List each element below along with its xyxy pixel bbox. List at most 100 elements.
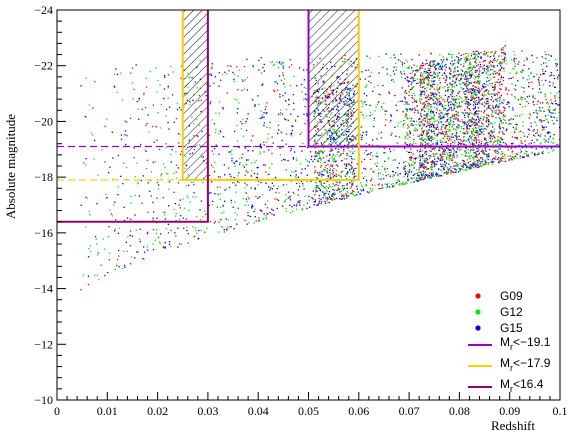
- data-point: [272, 209, 274, 211]
- data-point: [142, 258, 144, 260]
- data-point: [553, 109, 555, 111]
- data-point: [495, 93, 497, 95]
- data-point: [257, 184, 259, 186]
- data-point: [360, 189, 362, 191]
- data-point: [486, 68, 488, 70]
- data-point: [438, 116, 440, 118]
- data-point: [474, 61, 476, 64]
- data-point: [498, 160, 500, 162]
- data-point: [447, 124, 449, 127]
- data-point: [244, 147, 246, 149]
- data-point: [431, 86, 434, 88]
- data-point: [154, 239, 156, 241]
- data-point: [129, 234, 131, 237]
- data-point: [337, 148, 339, 150]
- data-point: [113, 204, 115, 206]
- data-point: [469, 164, 471, 166]
- data-point: [508, 89, 510, 91]
- data-point: [433, 63, 435, 65]
- data-point: [233, 161, 235, 164]
- data-point: [450, 170, 452, 172]
- data-point: [554, 100, 556, 102]
- data-point: [504, 158, 506, 160]
- data-point: [441, 155, 443, 157]
- data-point: [422, 174, 424, 176]
- data-point: [313, 204, 315, 206]
- data-point: [124, 134, 126, 136]
- data-point: [474, 55, 476, 57]
- data-point: [484, 163, 486, 166]
- data-point: [486, 97, 489, 100]
- data-point: [500, 75, 502, 77]
- data-point: [435, 143, 437, 146]
- data-point: [477, 121, 480, 123]
- data-point: [402, 126, 404, 128]
- data-point: [509, 119, 511, 121]
- data-point: [319, 156, 321, 158]
- data-point: [292, 94, 294, 96]
- data-point: [240, 121, 242, 123]
- data-point: [440, 175, 443, 177]
- data-point: [345, 193, 347, 195]
- data-point: [152, 220, 154, 222]
- data-point: [546, 119, 548, 121]
- data-point: [500, 88, 502, 90]
- data-point: [422, 77, 424, 79]
- data-point: [219, 193, 222, 195]
- data-point: [426, 105, 428, 108]
- data-point: [309, 206, 311, 208]
- data-point: [473, 143, 475, 146]
- data-point: [426, 159, 429, 161]
- data-point: [452, 103, 454, 105]
- data-point: [303, 188, 305, 190]
- data-point: [474, 53, 476, 55]
- data-point: [159, 242, 161, 244]
- data-point: [315, 182, 317, 184]
- data-point: [466, 128, 468, 130]
- data-point: [505, 63, 507, 65]
- data-point: [521, 97, 524, 99]
- data-point: [417, 110, 420, 112]
- data-point: [149, 70, 151, 73]
- data-point: [491, 116, 493, 118]
- data-point: [245, 120, 247, 123]
- data-point: [460, 75, 462, 77]
- data-point: [493, 111, 496, 113]
- data-point: [380, 106, 383, 108]
- data-point: [224, 174, 226, 176]
- data-point: [427, 95, 430, 97]
- data-point: [460, 139, 462, 142]
- data-point: [376, 152, 378, 154]
- data-point: [468, 83, 470, 85]
- data-point: [295, 176, 297, 178]
- data-point: [331, 193, 333, 196]
- data-point: [420, 144, 422, 146]
- data-point: [352, 191, 354, 193]
- data-point: [500, 76, 503, 79]
- data-point: [498, 55, 500, 57]
- data-point: [472, 159, 475, 161]
- data-point: [426, 72, 429, 74]
- data-point: [475, 94, 477, 96]
- data-point: [422, 123, 424, 125]
- data-point: [492, 135, 495, 137]
- data-point: [466, 155, 468, 157]
- data-point: [479, 81, 481, 84]
- data-point: [254, 187, 256, 189]
- data-point: [483, 87, 485, 89]
- data-point: [452, 63, 454, 65]
- data-point: [471, 121, 473, 123]
- data-point: [363, 158, 366, 161]
- data-point: [341, 170, 343, 173]
- data-point: [503, 141, 505, 144]
- data-point: [421, 91, 423, 93]
- data-point: [544, 57, 546, 60]
- data-point: [407, 162, 410, 164]
- data-point: [437, 126, 439, 128]
- data-point: [457, 165, 459, 168]
- data-point: [193, 235, 196, 237]
- data-point: [462, 169, 464, 171]
- data-point: [347, 171, 349, 173]
- data-point: [404, 77, 406, 80]
- data-point: [494, 140, 496, 142]
